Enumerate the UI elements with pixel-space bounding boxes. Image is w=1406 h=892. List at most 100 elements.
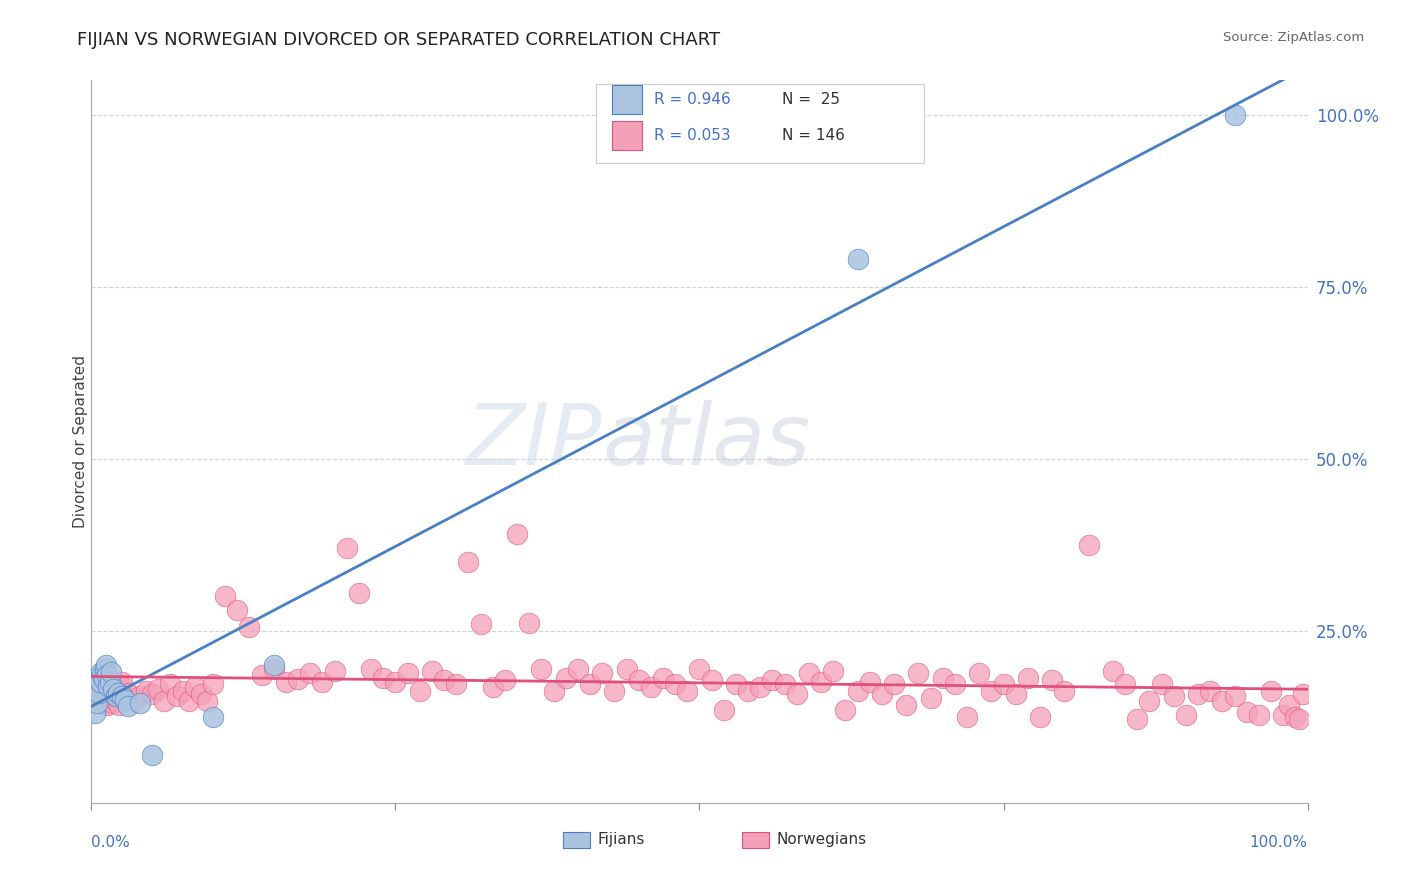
Point xyxy=(226,603,249,617)
Text: Source: ZipAtlas.com: Source: ZipAtlas.com xyxy=(1223,31,1364,45)
Point xyxy=(786,687,808,701)
Point xyxy=(94,658,117,673)
Point xyxy=(100,680,122,694)
Point xyxy=(724,677,747,691)
Point xyxy=(177,694,200,708)
Point xyxy=(846,252,869,267)
Point xyxy=(1284,710,1306,724)
Point xyxy=(543,684,565,698)
Point xyxy=(141,747,163,762)
Point xyxy=(1236,705,1258,719)
Text: R = 0.053: R = 0.053 xyxy=(654,128,731,144)
Text: N =  25: N = 25 xyxy=(782,92,841,107)
Point xyxy=(153,694,176,708)
Point xyxy=(993,677,1015,691)
Point xyxy=(202,677,225,691)
Point xyxy=(263,658,285,673)
Point xyxy=(360,662,382,676)
Point xyxy=(86,694,108,708)
Point xyxy=(96,698,118,712)
Point xyxy=(103,684,125,698)
Point xyxy=(111,689,134,703)
Point xyxy=(1004,687,1026,701)
Point xyxy=(190,687,212,701)
Point xyxy=(1139,694,1161,708)
Point xyxy=(846,684,869,698)
Point xyxy=(87,686,110,700)
Point xyxy=(107,686,129,700)
Point xyxy=(956,710,979,724)
Point xyxy=(737,684,759,698)
Point xyxy=(1292,687,1315,701)
Point xyxy=(761,673,783,688)
Point xyxy=(98,691,121,706)
Point xyxy=(1260,684,1282,698)
Text: 100.0%: 100.0% xyxy=(1250,835,1308,850)
Point xyxy=(896,698,918,712)
Point xyxy=(1029,710,1052,724)
FancyBboxPatch shape xyxy=(742,831,769,847)
Point xyxy=(166,689,188,703)
Point xyxy=(700,673,723,688)
Point xyxy=(1223,689,1246,703)
Point xyxy=(1272,707,1295,722)
Point xyxy=(129,696,152,710)
Point xyxy=(159,677,181,691)
Point xyxy=(931,671,953,685)
Point xyxy=(93,672,115,686)
Point xyxy=(409,684,432,698)
Point xyxy=(494,673,516,688)
Point xyxy=(554,671,576,685)
Point xyxy=(1150,677,1173,691)
Point xyxy=(567,662,589,676)
Point xyxy=(823,664,845,678)
Point xyxy=(797,666,820,681)
Point xyxy=(506,527,529,541)
Point xyxy=(105,682,128,697)
Point xyxy=(214,590,236,604)
Point xyxy=(287,672,309,686)
Point xyxy=(263,662,285,676)
Point xyxy=(90,665,112,679)
Point xyxy=(107,687,129,701)
Point xyxy=(444,677,467,691)
Point xyxy=(103,689,125,703)
Point xyxy=(603,684,626,698)
Point xyxy=(859,675,882,690)
Point xyxy=(323,664,346,678)
Point xyxy=(172,684,194,698)
Point xyxy=(384,675,406,690)
Point xyxy=(122,694,145,708)
Point xyxy=(579,677,602,691)
Point xyxy=(457,555,479,569)
Text: atlas: atlas xyxy=(602,400,810,483)
Point xyxy=(530,662,553,676)
Point xyxy=(299,666,322,681)
Point xyxy=(980,684,1002,698)
Point xyxy=(104,694,127,708)
Point xyxy=(1040,673,1063,688)
Point xyxy=(336,541,359,556)
Text: FIJIAN VS NORWEGIAN DIVORCED OR SEPARATED CORRELATION CHART: FIJIAN VS NORWEGIAN DIVORCED OR SEPARATE… xyxy=(77,31,720,49)
Point xyxy=(250,668,273,682)
Text: ZIP: ZIP xyxy=(465,400,602,483)
Point xyxy=(1211,694,1233,708)
Text: R = 0.946: R = 0.946 xyxy=(654,92,731,107)
Point xyxy=(749,680,772,694)
Point xyxy=(104,689,127,703)
Point xyxy=(396,666,419,681)
Point xyxy=(616,662,638,676)
Point xyxy=(117,686,139,700)
Point xyxy=(920,691,942,706)
Point xyxy=(135,684,157,698)
Point xyxy=(108,698,131,712)
Point xyxy=(640,680,662,694)
Point xyxy=(101,696,124,710)
Point xyxy=(184,680,207,694)
Point xyxy=(1187,687,1209,701)
Point xyxy=(98,675,121,690)
Point xyxy=(90,696,112,710)
Point xyxy=(84,706,107,721)
Point xyxy=(773,677,796,691)
Point xyxy=(202,710,225,724)
